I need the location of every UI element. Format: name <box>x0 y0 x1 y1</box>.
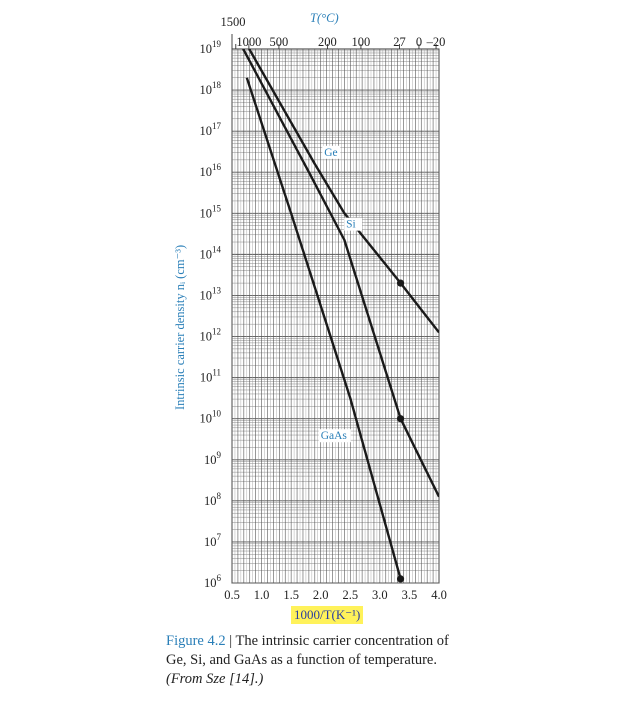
series-label-bg-gaas <box>318 429 351 443</box>
caption-separator: | <box>225 633 236 649</box>
y-tick-label: 1018 <box>200 80 222 97</box>
x-tick-label: 3.0 <box>372 588 388 602</box>
y-tick-label: 1017 <box>200 121 222 138</box>
figure-caption: Figure 4.2 | The intrinsic carrier conce… <box>166 632 466 689</box>
y-tick-label: 1010 <box>200 409 222 426</box>
caption-source: (From Sze [14].) <box>166 671 264 687</box>
y-tick-label: 1012 <box>200 327 222 344</box>
y-tick-label: 1011 <box>200 368 221 385</box>
top-tick-label: 27 <box>393 35 406 49</box>
series-lines: Ge Si GaAs <box>242 49 439 583</box>
top-tick-label: 100 <box>352 35 371 49</box>
series-label-ge: Ge <box>324 147 337 159</box>
x-tick-label: 2.5 <box>342 588 358 602</box>
y-tick-label: 109 <box>204 450 222 467</box>
y-tick-label: 1014 <box>200 244 222 261</box>
y-tick-label: 1016 <box>200 162 222 179</box>
series-line-si <box>242 49 439 498</box>
y-tick-label: 106 <box>204 573 222 590</box>
top-tick-label: 1000 <box>236 35 261 49</box>
top-tick-label: 500 <box>270 35 289 49</box>
x-tick-label: 1.5 <box>283 588 299 602</box>
x-tick-label: 0.5 <box>224 588 240 602</box>
series-label-bg-si <box>344 217 363 231</box>
figure-number: Figure 4.2 <box>166 633 226 649</box>
series-label-gaas: GaAs <box>321 430 348 442</box>
grid <box>231 48 440 584</box>
top-tick-label: 0 <box>416 35 422 49</box>
x-axis-label: 1000/T(K⁻¹) <box>291 606 364 624</box>
x-tick-label: 4.0 <box>431 588 447 602</box>
series-label-si: Si <box>346 219 356 231</box>
x-tick-label: 1.0 <box>254 588 270 602</box>
y-tick-label: 108 <box>204 491 222 508</box>
top-axis-ticks: 1500 1000 500 200 100 27 0 –20 <box>221 15 446 49</box>
y-axis-label: Intrinsic carrier density nᵢ (cm⁻³) <box>173 245 187 410</box>
y-axis-ticks: 1019 1018 1017 1016 1015 1014 1013 1012 1011 1010… <box>200 39 222 590</box>
top-axis-title: T(°C) <box>310 11 339 25</box>
series-marker-gaas <box>396 575 405 583</box>
x-axis-ticks: 0.5 1.0 1.5 2.0 2.5 3.0 3.5 4.0 <box>224 588 447 602</box>
series-label-bg-ge <box>322 145 341 159</box>
series-marker-si <box>396 415 405 423</box>
series-line-gaas <box>245 77 402 580</box>
top-tick-label: –20 <box>426 35 446 49</box>
y-tick-label: 1019 <box>200 39 222 56</box>
top-tick-label: 200 <box>318 35 337 49</box>
caption-text: The intrinsic carrier concentration of G… <box>166 633 449 668</box>
top-tick-label: 1500 <box>221 15 246 29</box>
y-tick-label: 1015 <box>200 203 222 220</box>
x-tick-label: 2.0 <box>313 588 329 602</box>
y-tick-label: 1013 <box>200 285 222 302</box>
series-marker-ge <box>396 279 405 287</box>
y-tick-label: 107 <box>204 532 222 549</box>
series-line-ge <box>248 49 439 334</box>
x-tick-label: 3.5 <box>402 588 418 602</box>
